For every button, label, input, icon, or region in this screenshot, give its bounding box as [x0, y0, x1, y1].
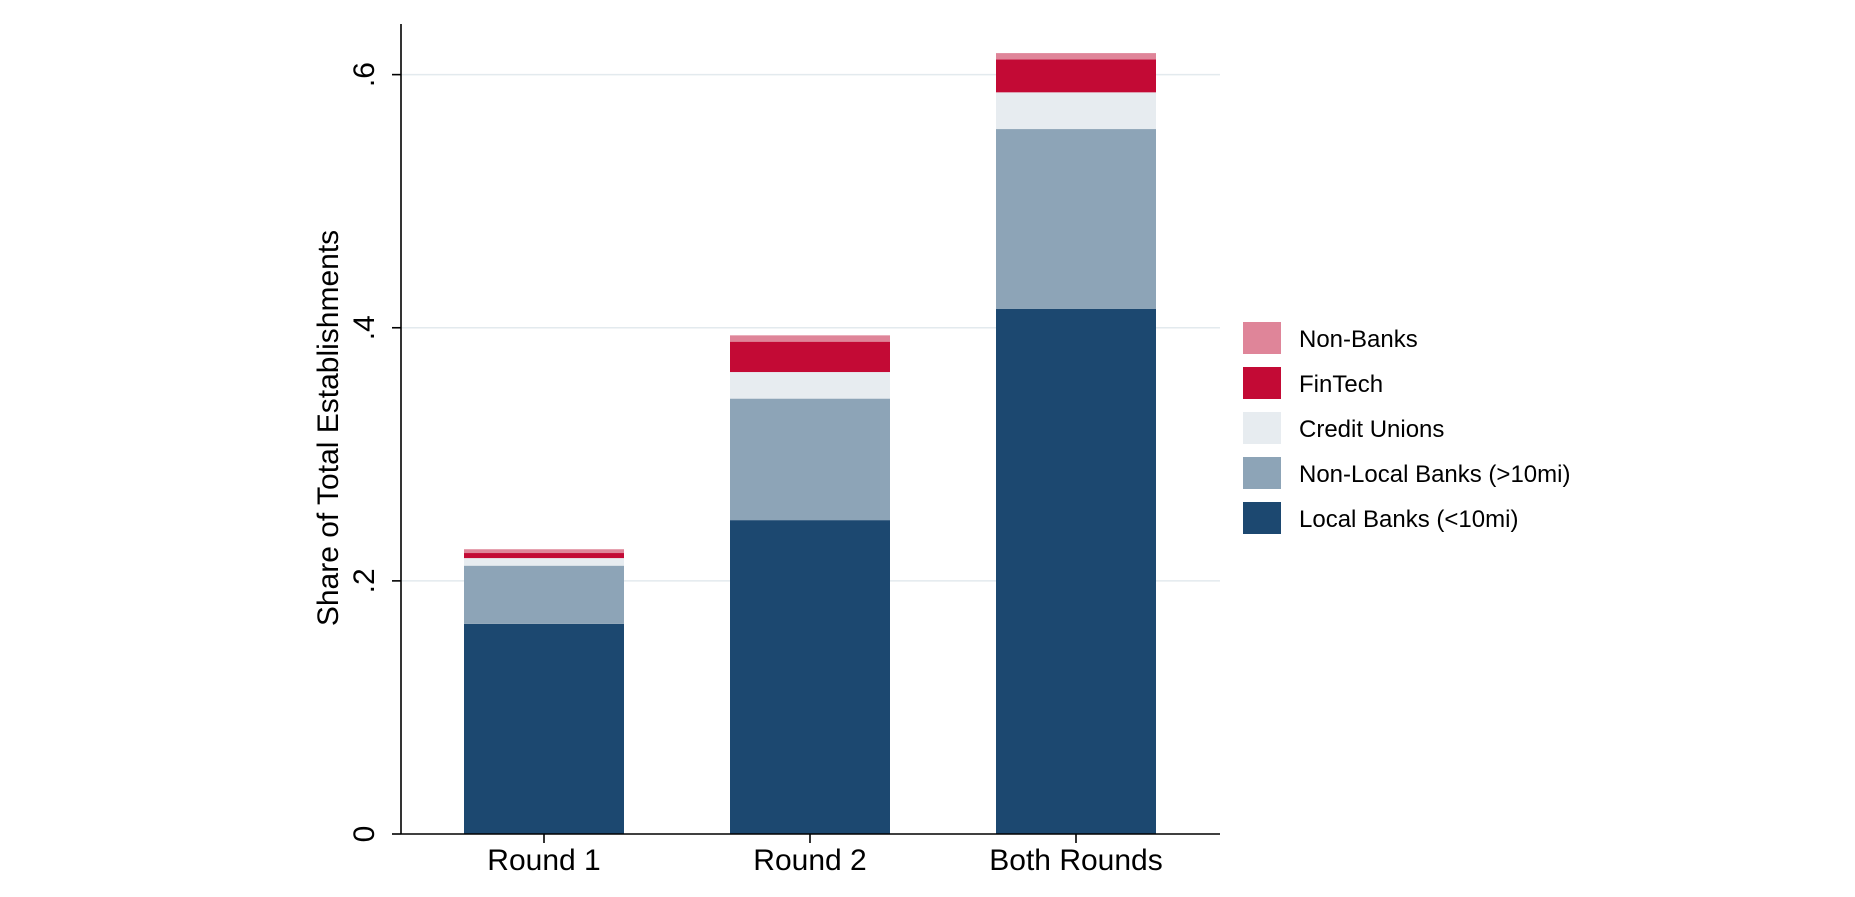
bar-segment — [464, 553, 624, 559]
legend-label: Local Banks (<10mi) — [1299, 506, 1518, 533]
legend-swatch — [1243, 367, 1281, 399]
bar-segment — [464, 558, 624, 566]
bars — [464, 53, 1156, 834]
y-tick-label: .6 — [348, 62, 381, 87]
bar-segment — [464, 565, 624, 624]
legend: Non-Banks FinTech Credit Unions Non-Local B… — [1243, 322, 1570, 534]
legend-label: FinTech — [1299, 371, 1383, 398]
y-axis-title: Share of Total Establishments — [312, 230, 345, 626]
bar-segment — [996, 53, 1156, 60]
y-tick-label: .4 — [348, 315, 381, 340]
x-category-label: Round 2 — [753, 844, 866, 877]
bar-segment — [996, 308, 1156, 834]
x-category-labels: Round 1 Round 2 Both Rounds — [487, 834, 1163, 877]
bar-segment — [730, 372, 890, 399]
y-tick-label: .2 — [348, 568, 381, 593]
y-ticks: 0 .2 .4 .6 — [348, 62, 401, 842]
bar-segment — [730, 341, 890, 373]
legend-label: Non-Banks — [1299, 326, 1418, 353]
bar-segment — [996, 59, 1156, 93]
legend-swatch — [1243, 412, 1281, 444]
x-category-label: Both Rounds — [989, 844, 1162, 877]
bar-segment — [730, 398, 890, 521]
legend-label: Credit Unions — [1299, 416, 1444, 443]
bar-segment — [996, 92, 1156, 130]
bar-segment — [464, 623, 624, 834]
bar-segment — [996, 129, 1156, 309]
y-tick-label: 0 — [348, 826, 381, 843]
legend-swatch — [1243, 502, 1281, 534]
legend-swatch — [1243, 322, 1281, 354]
x-category-label: Round 1 — [487, 844, 600, 877]
legend-swatch — [1243, 457, 1281, 489]
legend-label: Non-Local Banks (>10mi) — [1299, 461, 1570, 488]
bar-segment — [464, 549, 624, 554]
bar-segment — [730, 335, 890, 342]
bar-segment — [730, 520, 890, 834]
